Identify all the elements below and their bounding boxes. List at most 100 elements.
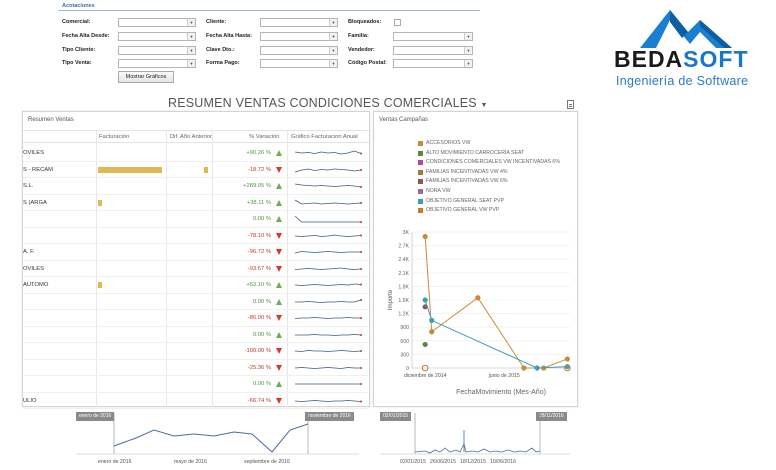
legend-label: NORA VW [426, 187, 451, 194]
triangle-down-icon [276, 232, 282, 239]
bloqueados-label: Bloqueados: [348, 19, 382, 25]
chevron-down-icon: ▼ [464, 60, 472, 67]
facturacion-bar [98, 166, 162, 173]
clave-dto-select[interactable]: ▼ [260, 46, 338, 55]
sparkline-line [294, 366, 361, 369]
table-row[interactable]: AUTOMO +53.10 % [23, 277, 369, 294]
table-row[interactable]: ULIO -66.74 % [23, 393, 369, 409]
legend-label: OBJETIVO GENERAL VW PVP [426, 207, 500, 214]
col-facturacion[interactable]: Facturación [99, 134, 130, 140]
row-name: AUTOMO [23, 282, 49, 288]
table-row[interactable]: A. F. -96.72 % [23, 244, 369, 261]
legend-swatch [418, 198, 423, 204]
y-tick-label: 1.2K [398, 312, 409, 318]
fecha-alta-desde-select[interactable]: ▼ [118, 32, 196, 41]
sparkline-line [294, 283, 362, 286]
codigo-postal-select[interactable]: ▼ [393, 59, 473, 68]
table-row[interactable]: OVILES -93.67 % [23, 261, 369, 277]
variacion-value: +90.26 % [246, 150, 271, 156]
triangle-down-icon [276, 166, 282, 173]
familia-label: Familia: [348, 33, 369, 39]
legend-item[interactable]: FAMILIAS INCENTIVADAS VW 6% [418, 178, 560, 188]
legend-swatch [418, 169, 423, 175]
familia-select[interactable]: ▼ [393, 32, 473, 41]
sparkline-line [294, 199, 362, 204]
resumen-ventas-panel: Resumen Ventas Facturación Dif. Año Ante… [22, 111, 370, 409]
nav-start-tag[interactable]: 02/01/2015 [380, 412, 412, 421]
nav-end-tag[interactable]: 28/11/2016 [536, 412, 567, 421]
panel-title: Resumen Ventas [28, 117, 74, 123]
triangle-up-icon [276, 216, 282, 222]
legend-item[interactable]: ALTO MOVIMIENTO CARROCERÍA SEAT [418, 150, 560, 160]
table-row[interactable]: OVILES +90.26 % [23, 145, 369, 162]
sparkline-line [295, 299, 362, 303]
legend-item[interactable]: ACCESORIOS VW [418, 140, 560, 150]
chevron-down-icon: ▼ [464, 47, 472, 54]
y-tick-label: 0 [406, 366, 409, 372]
legend-item[interactable]: OBJETIVO GENERAL SEAT PVP [418, 198, 560, 208]
table-row[interactable]: 0.00 % [23, 294, 369, 310]
legend-swatch [418, 160, 423, 166]
legend-item[interactable]: FAMILIAS INCENTIVADAS VW 4% [418, 169, 560, 179]
table-row[interactable]: 0.00 % [23, 211, 369, 228]
tipo-cliente-select[interactable]: ▼ [118, 46, 196, 55]
sparkline-end-point [360, 317, 362, 319]
table-row[interactable]: -86.00 % [23, 310, 369, 327]
export-icon[interactable] [567, 100, 574, 109]
table-row[interactable]: -100.00 % [23, 343, 369, 360]
fecha-alta-hasta-select[interactable]: ▼ [260, 32, 338, 41]
tipo-venta-select[interactable]: ▼ [118, 59, 196, 68]
sparkline [294, 350, 362, 352]
nav-label: septiembre de 2016 [244, 459, 290, 465]
caret-down-icon[interactable]: ▼ [480, 102, 488, 109]
row-name: S (ARGA [23, 199, 47, 206]
legend-label: OBJETIVO GENERAL SEAT PVP [426, 197, 505, 204]
sparkline-end-point [360, 366, 362, 369]
nav-end-tag[interactable]: noviembre de 2016 [305, 412, 354, 421]
table-row[interactable]: S (ARGA +38.11 % [23, 195, 369, 211]
sparkline-end-point [360, 400, 362, 402]
col-variacion[interactable]: % Variación [249, 134, 280, 140]
comercial-select[interactable]: ▼ [118, 18, 196, 27]
table-row[interactable]: S.L. +289.05 % [23, 178, 369, 195]
legend-item[interactable]: OBJETIVO GENERAL VW PVP [418, 207, 560, 217]
chevron-down-icon: ▼ [187, 19, 195, 26]
nav-right[interactable]: 02/01/2015 28/11/2016 02/01/2015 26/06/2… [380, 412, 570, 470]
variacion-value: -100.00 % [244, 348, 271, 354]
legend-item[interactable]: NORA VW [418, 188, 560, 198]
cliente-select[interactable]: ▼ [260, 18, 338, 27]
sparkline-line [294, 317, 361, 319]
col-grafico[interactable]: Gráfico Facturacion Anual [291, 134, 358, 140]
data-point [422, 297, 428, 303]
bloqueados-checkbox[interactable] [394, 19, 401, 26]
y-axis-title: Importe [388, 289, 394, 310]
nav-left[interactable]: enero de 2016 noviembre de 2016 enero de… [76, 412, 359, 470]
col-dif-anio-anterior[interactable]: Dif. Año Anterior [170, 134, 212, 140]
y-tick-label: 2.1K [398, 271, 409, 277]
data-point [564, 356, 570, 362]
mostrar-graficos-button[interactable]: Mostrar Gráficos [118, 71, 174, 83]
sparkline [294, 234, 362, 237]
forma-pago-select[interactable]: ▼ [260, 59, 338, 68]
nav-label: mayo de 2016 [174, 459, 207, 465]
legend-item[interactable]: CONDICIONES COMERCIALES VW INCENTIVADAS … [418, 159, 560, 169]
chevron-down-icon: ▼ [329, 19, 337, 26]
sparkline-line [294, 399, 362, 402]
table-row[interactable]: 0.00 % [23, 376, 369, 393]
chevron-down-icon: ▼ [187, 47, 195, 54]
filters-divider [58, 10, 480, 11]
variacion-value: 0.00 % [252, 381, 271, 387]
table-row[interactable]: S - RECAM -18.72 % [23, 162, 369, 178]
vendedor-select[interactable]: ▼ [393, 46, 473, 55]
nav-start-tag[interactable]: enero de 2016 [76, 412, 115, 421]
x-tick-label: junio de 2015 [488, 373, 520, 379]
table-row[interactable]: 0.00 % [23, 327, 369, 343]
table-row[interactable]: -78.10 % [23, 228, 369, 244]
sparkline [294, 399, 362, 402]
y-tick-label: 300 [400, 352, 409, 358]
chevron-down-icon: ▼ [187, 60, 195, 67]
sparkline-end-point [360, 168, 362, 171]
variacion-value: +53.10 % [246, 282, 271, 288]
table-row[interactable]: -25.36 % [23, 360, 369, 376]
sparkline [294, 366, 362, 369]
